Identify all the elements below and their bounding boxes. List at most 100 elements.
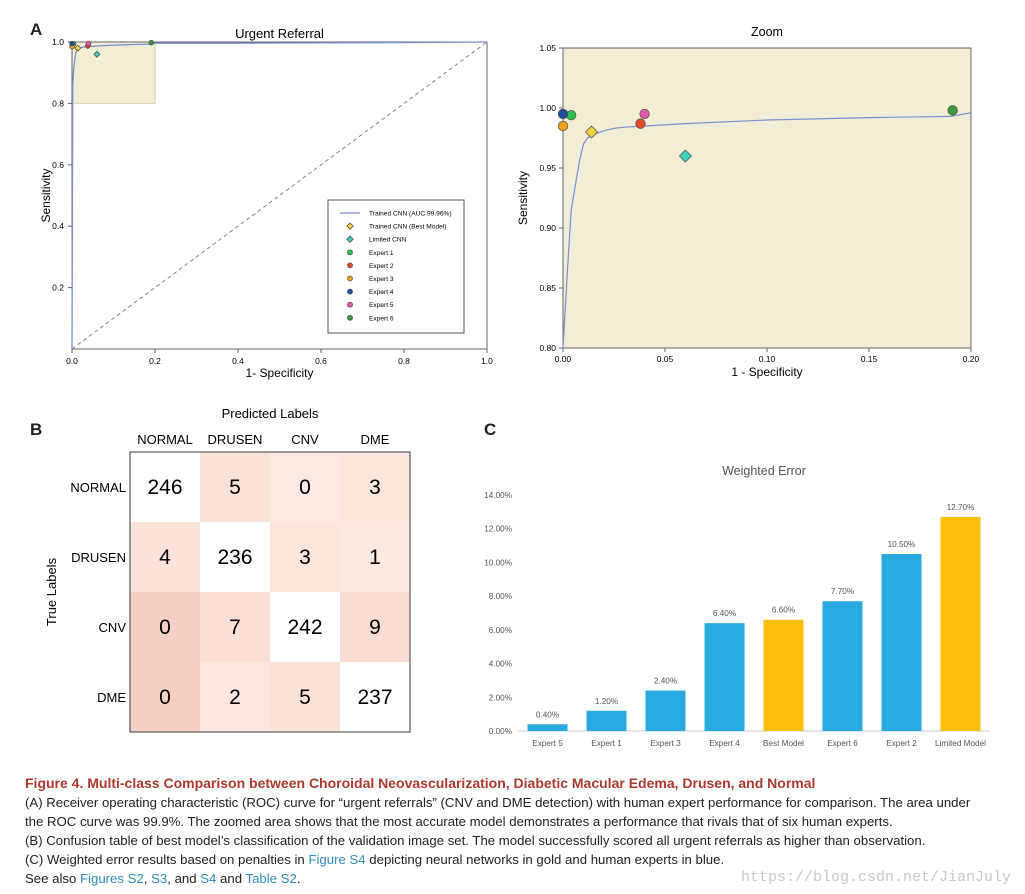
zoom-point (947, 105, 958, 116)
cm-cell-value: 3 (369, 476, 381, 499)
bar-category-label: Expert 3 (650, 739, 681, 748)
see-also-end: . (296, 871, 301, 886)
zoom-region (71, 41, 156, 104)
bar-title: Weighted Error (722, 464, 806, 478)
cm-cell-value: 5 (299, 686, 311, 709)
roc-chart: Urgent Referral 0.0 0.2 0.4 0.6 0.8 1.0 0.2 0.4 0… (39, 26, 493, 380)
cm-cell (130, 522, 200, 592)
bar-ytick-label: 2.00% (489, 693, 512, 702)
bar-category-label: Expert 6 (827, 739, 858, 748)
roc-point (69, 40, 75, 47)
bar-value-label: 12.70% (947, 503, 975, 512)
weighted-error-chart: Weighted Error 0.00% 2.00% 4.00% 6.00% 8.00% 1… (484, 464, 990, 748)
roc-ytick-label: 0.6 (52, 160, 64, 170)
roc-xtick-label: 0.8 (398, 356, 410, 366)
zoom-title: Zoom (751, 25, 783, 39)
cm-cell (270, 662, 340, 732)
see-also-sep1: , (143, 871, 152, 886)
bar-ytick-label: 6.00% (489, 626, 512, 635)
legend-label: Trained CNN (AUC 99.96%) (369, 211, 452, 218)
cm-cell-value: 2 (229, 686, 241, 709)
cm-cell-value: 237 (357, 686, 392, 709)
zoom-point (557, 108, 569, 120)
cm-cell (340, 662, 410, 732)
roc-point (85, 40, 92, 47)
caption-c-pre: (C) Weighted error results based on pena… (25, 852, 309, 867)
legend-label: Expert 1 (369, 250, 394, 257)
zoom-xtick-label: 0.20 (963, 354, 980, 364)
bar-value-label: 7.70% (831, 587, 854, 596)
zoom-point (678, 149, 692, 163)
bar (763, 619, 804, 731)
cm-cell-value: 5 (229, 476, 241, 499)
cm-cell-value: 7 (229, 616, 241, 639)
zoom-xtick-label: 0.15 (861, 354, 878, 364)
zoom-xtick-label: 0.10 (759, 354, 776, 364)
caption-a-line1: (A) Receiver operating characteristic (R… (25, 795, 971, 810)
cm-cell (340, 452, 410, 522)
caption-b: (B) Confusion table of best model’s clas… (25, 833, 926, 848)
cm-col-label: CNV (291, 432, 319, 447)
legend-marker (346, 235, 354, 243)
cm-cell (200, 522, 270, 592)
zoom-ytick-label: 0.95 (539, 163, 556, 173)
zoom-ylabel: Sensitivity (516, 171, 530, 225)
roc-ytick-label: 0.8 (52, 98, 64, 108)
bar-category-label: Expert 1 (591, 739, 622, 748)
bar-category-label: Limited Model (935, 739, 986, 748)
caption-title: Figure 4. Multi-class Comparison between… (25, 775, 816, 791)
panel-letter-a: A (30, 20, 43, 39)
legend-label: Expert 4 (369, 289, 394, 296)
roc-xtick-label: 1.0 (481, 356, 493, 366)
cm-row-label: DRUSEN (71, 550, 126, 565)
cm-cell (130, 662, 200, 732)
roc-point (148, 39, 154, 46)
caption-c: (C) Weighted error results based on pena… (25, 850, 1010, 869)
table-s2-link[interactable]: Table S2 (245, 871, 297, 886)
zoom-ytick-label: 0.85 (539, 283, 556, 293)
cm-cell-value: 242 (287, 616, 322, 639)
zoom-ytick-label: 0.90 (539, 223, 556, 233)
bar-ytick-label: 0.00% (489, 727, 512, 736)
bar-value-label: 1.20% (595, 697, 618, 706)
bar-ytick-label: 10.00% (484, 558, 512, 567)
bar (704, 623, 745, 731)
cm-cell-value: 0 (159, 616, 171, 639)
legend-marker (347, 314, 353, 321)
s4-link[interactable]: S4 (200, 871, 217, 886)
figure-s4-link[interactable]: Figure S4 (308, 852, 366, 867)
figures-s2-link[interactable]: Figures S2 (80, 871, 144, 886)
cm-cell-value: 3 (299, 546, 311, 569)
cm-cell (340, 592, 410, 662)
roc-ytick-label: 0.2 (52, 283, 64, 293)
zoom-chart: Zoom 0.00 0.05 0.10 0.15 0.20 0.80 0.85 0.90 0.95… (516, 25, 980, 379)
cm-cell-value: 0 (159, 686, 171, 709)
cm-cell (270, 522, 340, 592)
legend-label: Limited CNN (369, 237, 407, 244)
cm-cell (200, 452, 270, 522)
see-also-sep2: , and (167, 871, 201, 886)
cm-cell-value: 246 (147, 476, 182, 499)
cm-cell-value: 0 (299, 476, 311, 499)
panel-letter-b: B (30, 420, 43, 439)
bar (586, 710, 627, 731)
cm-frame (129, 451, 411, 733)
watermark: https://blog.csdn.net/JianJuly (740, 869, 1011, 886)
cm-col-label: NORMAL (137, 432, 193, 447)
legend-marker (347, 249, 353, 256)
zoom-point (639, 108, 650, 120)
roc-point (74, 44, 82, 52)
s3-link[interactable]: S3 (151, 871, 168, 886)
zoom-xtick-label: 0.05 (657, 354, 674, 364)
legend-label: Expert 6 (369, 315, 394, 322)
cm-ylabel: True Labels (44, 557, 59, 626)
zoom-curve (562, 112, 972, 349)
zoom-point (557, 120, 569, 132)
panel-letter-c: C (484, 420, 497, 439)
cm-col-label: DRUSEN (208, 432, 263, 447)
bar-value-label: 10.50% (888, 540, 916, 549)
legend-marker (346, 222, 354, 230)
figure-caption: Figure 4. Multi-class Comparison between… (25, 774, 1010, 888)
bar (645, 690, 686, 731)
cm-cell (200, 592, 270, 662)
